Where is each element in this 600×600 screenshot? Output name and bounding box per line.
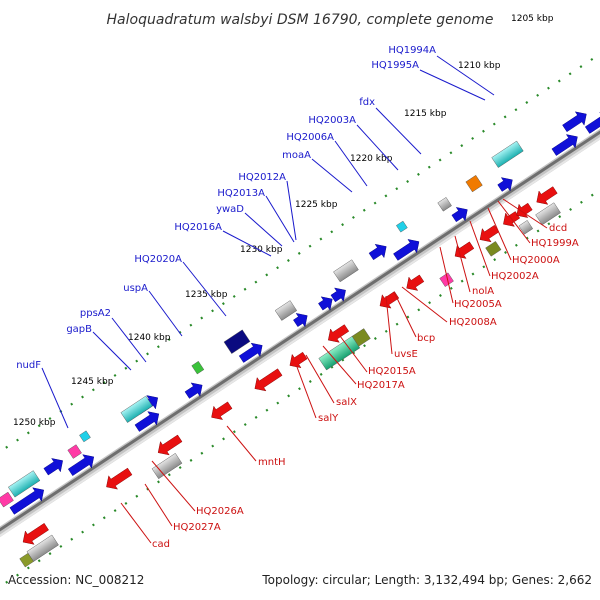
gene-label[interactable]: fdx: [359, 97, 375, 108]
forward-cds-row: [9, 112, 600, 515]
forward-leader-lines: [41, 55, 495, 429]
scale-label: 1240 kbp: [128, 333, 171, 343]
gene-label[interactable]: HQ2002A: [491, 271, 539, 282]
gene-label[interactable]: HQ2026A: [196, 506, 244, 517]
forward-hit-boxes: [0, 140, 524, 508]
gene-label[interactable]: HQ2013A: [217, 188, 265, 199]
gene-label[interactable]: ppsA2: [80, 308, 111, 319]
map-title: Haloquadratum walsbyi DSM 16790, complet…: [107, 12, 494, 28]
scale-label: 1215 kbp: [404, 109, 447, 119]
gene-label[interactable]: HQ1999A: [531, 238, 579, 249]
gene-label[interactable]: HQ2016A: [174, 222, 222, 233]
gene-label[interactable]: bcp: [417, 333, 435, 344]
gene-label[interactable]: HQ2000A: [512, 255, 560, 266]
reverse-gene-labels: dcd HQ1999A HQ2000A HQ2002A nolA HQ2005A…: [152, 223, 579, 550]
gene-label[interactable]: HQ2027A: [173, 522, 221, 533]
gene-label[interactable]: gapB: [66, 324, 92, 335]
gene-label[interactable]: HQ2017A: [357, 380, 405, 391]
reverse-cds-row: [22, 186, 558, 545]
gene-label[interactable]: HQ2006A: [286, 132, 334, 143]
reverse-leader-lines: [120, 198, 548, 544]
gene-label[interactable]: HQ2020A: [134, 254, 182, 265]
scale-label: 1230 kbp: [240, 245, 283, 255]
gene-label[interactable]: HQ2008A: [449, 317, 497, 328]
gene-label[interactable]: HQ2005A: [454, 299, 502, 310]
gene-label[interactable]: salY: [318, 413, 339, 424]
gene-label[interactable]: HQ1995A: [371, 60, 419, 71]
gene-label[interactable]: HQ1994A: [388, 45, 436, 56]
scale-labels: 1205 kbp 1210 kbp 1215 kbp 1220 kbp 1225…: [13, 14, 554, 428]
gene-label[interactable]: cad: [152, 539, 170, 550]
gene-label[interactable]: nolA: [472, 286, 494, 297]
reverse-hit-boxes: [19, 202, 561, 568]
gene-label[interactable]: nudF: [16, 360, 41, 371]
scale-label: 1225 kbp: [295, 200, 338, 210]
gene-label[interactable]: moaA: [282, 150, 311, 161]
forward-scale-track: [0, 53, 600, 454]
gene-label[interactable]: HQ2015A: [368, 366, 416, 377]
scale-label: 1205 kbp: [511, 14, 554, 24]
forward-features: [0, 111, 600, 515]
forward-cds-row-2: [43, 111, 587, 476]
scale-label: 1250 kbp: [13, 418, 56, 428]
scale-label: 1210 kbp: [458, 61, 501, 71]
genome-backbone: [0, 128, 600, 538]
gene-label[interactable]: mntH: [258, 457, 286, 468]
gene-label[interactable]: dcd: [549, 223, 567, 234]
scale-label: 1245 kbp: [71, 377, 114, 387]
gene-label[interactable]: ywaD: [216, 204, 244, 215]
reverse-features: [19, 186, 561, 568]
genome-summary-text: Topology: circular; Length: 3,132,494 bp…: [261, 573, 592, 587]
forward-gene-labels: HQ1994A HQ1995A fdx HQ2003A HQ2006A moaA…: [16, 45, 436, 371]
scale-label: 1220 kbp: [350, 154, 393, 164]
reverse-scale-track: [0, 189, 600, 589]
accession-text: Accession: NC_008212: [8, 573, 144, 587]
gene-label[interactable]: uvsE: [394, 349, 418, 360]
scale-label: 1235 kbp: [185, 290, 228, 300]
gene-label[interactable]: uspA: [123, 283, 148, 294]
gene-label[interactable]: HQ2003A: [308, 115, 356, 126]
gene-label[interactable]: HQ2012A: [238, 172, 286, 183]
gene-label[interactable]: salX: [336, 397, 357, 408]
